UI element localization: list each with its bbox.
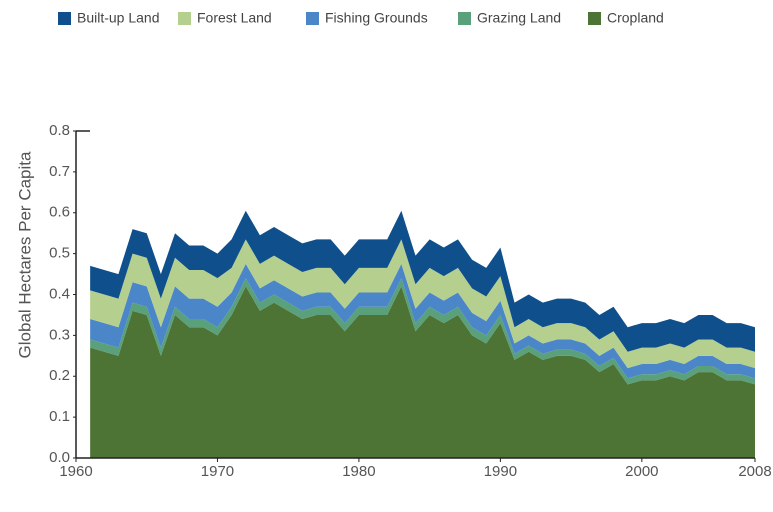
legend-label: Cropland (607, 10, 664, 26)
x-tick-label: 2000 (625, 463, 658, 480)
legend-swatch (58, 12, 71, 25)
legend-label: Built-up Land (77, 10, 160, 26)
y-tick-label: 0.6 (49, 204, 70, 221)
y-tick-label: 0.0 (49, 449, 70, 466)
legend-swatch (306, 12, 319, 25)
y-tick-label: 0.1 (49, 408, 70, 425)
x-tick-label: 2008 (738, 463, 771, 480)
y-tick-label: 0.8 (49, 122, 70, 139)
legend-label: Grazing Land (477, 10, 561, 26)
legend-label: Fishing Grounds (325, 10, 428, 26)
area (90, 263, 756, 379)
area (90, 286, 756, 458)
y-tick-label: 0.7 (49, 163, 70, 180)
x-tick-label: 1970 (201, 463, 234, 480)
legend-swatch (588, 12, 601, 25)
y-tick-label: 0.5 (49, 245, 70, 262)
y-tick-label: 0.4 (49, 285, 70, 302)
y-axis-label: Global Hectares Per Capita (15, 151, 34, 358)
x-tick-label: 1990 (484, 463, 517, 480)
legend-swatch (458, 12, 471, 25)
area (90, 278, 756, 385)
area (90, 210, 756, 352)
y-tick-label: 0.2 (49, 367, 70, 384)
legend-label: Forest Land (197, 10, 272, 26)
area (90, 239, 756, 369)
y-tick-label: 0.3 (49, 326, 70, 343)
legend-swatch (178, 12, 191, 25)
x-tick-label: 1980 (342, 463, 375, 480)
x-tick-label: 1960 (59, 463, 92, 480)
